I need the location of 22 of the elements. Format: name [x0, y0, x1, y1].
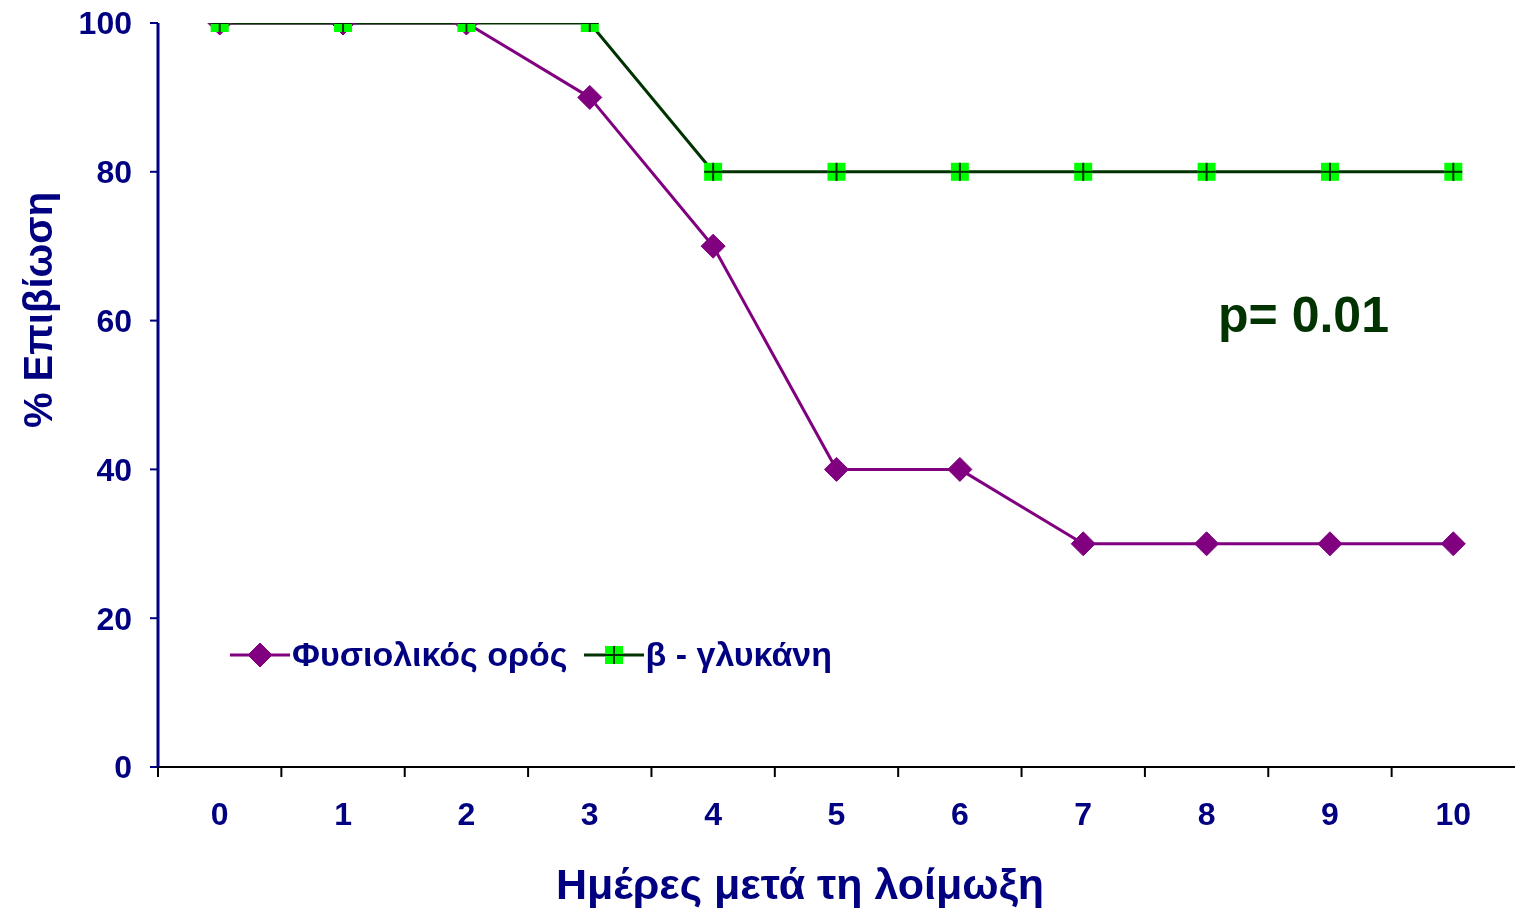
- y-tick-label: 100: [78, 5, 132, 42]
- x-tick-label: 2: [457, 796, 476, 832]
- annotation: p= 0.01: [1218, 286, 1389, 344]
- x-tick-label: 6: [950, 796, 969, 832]
- x-tick-label: 8: [1197, 796, 1216, 832]
- x-axis-title: Ημέρες μετά τη λοίμωξη: [555, 859, 1045, 909]
- legend-label: β - γλυκάνη: [645, 635, 832, 674]
- y-tick-label: 20: [96, 600, 132, 637]
- x-tick-label: 4: [704, 796, 723, 832]
- legend-label: Φυσιολικός ορός: [292, 635, 568, 674]
- x-tick-label: 3: [580, 796, 599, 832]
- x-tick-label: 7: [1074, 796, 1093, 832]
- x-tick-label: 0: [210, 796, 229, 832]
- y-tick-label: 80: [96, 154, 132, 191]
- x-tick-label: 5: [827, 796, 846, 832]
- y-tick-label: 0: [114, 749, 132, 786]
- y-axis-title: % Επιβίωση: [15, 191, 61, 429]
- x-tick-label: 10: [1435, 796, 1472, 832]
- x-tick-label: 1: [334, 796, 352, 832]
- y-tick-label: 40: [96, 451, 132, 488]
- y-tick-label: 60: [96, 302, 132, 339]
- x-tick-label: 9: [1321, 796, 1339, 832]
